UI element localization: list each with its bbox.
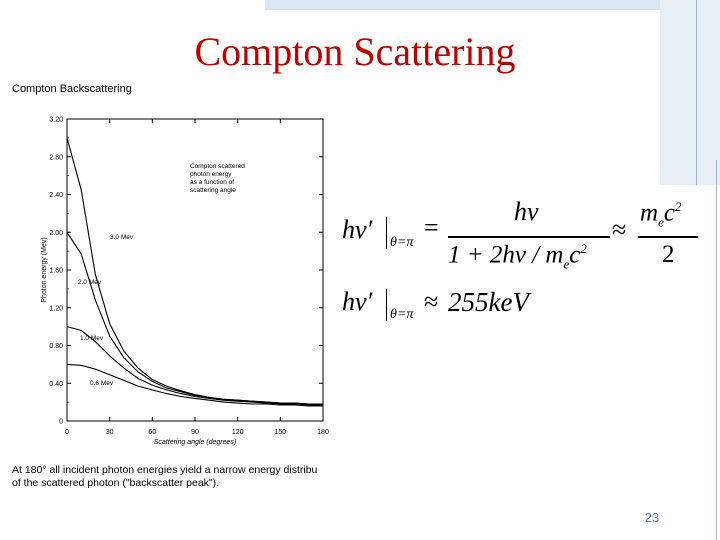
compton-chart: 0 30 60 90 120 150 180 0 0.40 0.80 1.20 1.60 2.00 2.4… <box>41 117 329 447</box>
equation-1: hν′ θ=π = hν 1 + 2hν / mec2 ≈ mec2 2 <box>342 195 707 275</box>
eq1-den-main: 1 + 2hν / m <box>448 241 564 269</box>
header-decoration-band <box>265 0 720 10</box>
slide-title: Compton Scattering <box>194 29 516 74</box>
series-line-2 <box>66 231 323 405</box>
series-line-4 <box>66 363 323 407</box>
equation-2: hν′ θ=π ≈ 255keV <box>342 285 602 325</box>
chart-root: 0 30 60 90 120 150 180 0 0.40 0.80 1.20 1.60 2.00 2.4… <box>41 117 329 447</box>
y-tick-label: 3.20 <box>49 117 63 124</box>
eq1-right-fraction-bar <box>638 236 698 238</box>
eq1-numerator: hν <box>514 197 539 226</box>
chart-annotation-line: scattering angle <box>190 187 236 194</box>
eq1-den-c: c <box>569 241 581 269</box>
eq1-rnum-sub: e <box>658 214 664 230</box>
eq1-den-sup: 2 <box>580 241 587 256</box>
x-tick-label: 120 <box>232 429 244 436</box>
y-axis-label: Photon energy (Mev) <box>41 237 48 302</box>
eq1-condition-bar <box>386 217 387 249</box>
figure-caption: At 180° all incident photon energies yie… <box>12 464 318 489</box>
right-divider-line <box>696 0 697 185</box>
eq2-value: 255keV <box>448 287 529 318</box>
y-tick-label: 2.00 <box>49 230 63 237</box>
y-tick-label: 1.60 <box>49 268 63 275</box>
eq2-condition: θ=π <box>390 307 414 322</box>
eq1-rnum-m: m <box>640 199 659 227</box>
eq2-lhs: hν′ <box>342 287 373 316</box>
y-tick-label: 2.40 <box>49 192 63 199</box>
x-tick-label: 30 <box>106 429 114 436</box>
eq1-right-denominator: 2 <box>662 241 675 268</box>
eq1-rnum-sup: 2 <box>674 199 682 214</box>
eq1-den-sub: e <box>563 256 570 272</box>
series-label: 1.0 Mev <box>80 335 104 342</box>
figure-label: Compton Backscattering <box>12 83 132 95</box>
chart-annotation-line: as a function of <box>190 179 234 186</box>
eq1-denominator: 1 + 2hν / mec2 <box>448 241 587 272</box>
page-number: 23 <box>644 510 660 525</box>
eq2-value-text: 255keV <box>448 287 529 317</box>
x-tick-label: 150 <box>274 429 286 436</box>
x-tick-label: 0 <box>65 429 69 436</box>
eq2-condition-bar <box>386 289 387 321</box>
x-axis-label: Scattering angle (degrees) <box>154 439 237 446</box>
x-tick-label: 60 <box>148 429 156 436</box>
eq1-right-numerator: mec2 <box>640 199 681 230</box>
right-divider-line-2 <box>716 160 717 540</box>
y-tick-label: 0.80 <box>49 343 63 350</box>
eq1-fraction-bar <box>448 236 610 238</box>
eq2-approx: ≈ <box>424 287 439 316</box>
series-line-3 <box>66 326 323 406</box>
y-tick-label: 2.80 <box>49 154 63 161</box>
x-tick-label: 180 <box>317 429 329 436</box>
eq1-equals: = <box>424 213 439 242</box>
corner-decoration-block <box>660 0 720 185</box>
series-label: 3.0 Mev <box>110 234 134 241</box>
eq1-rnum-c: c <box>663 199 675 227</box>
x-tick-label: 90 <box>191 429 199 436</box>
series-label: 0.6 Mev <box>90 380 114 387</box>
eq1-condition: θ=π <box>390 235 414 250</box>
chart-annotation-line: Compton scattered <box>190 163 245 170</box>
eq1-lhs: hν′ <box>342 215 373 244</box>
eq1-approx: ≈ <box>612 215 627 244</box>
series-label: 2.0 Mev <box>78 279 102 286</box>
chart-annotation-line: photon energy <box>190 171 232 178</box>
y-tick-label: 1.20 <box>49 305 63 312</box>
y-tick-label: 0 <box>59 419 63 426</box>
y-tick-label: 0.40 <box>49 381 63 388</box>
